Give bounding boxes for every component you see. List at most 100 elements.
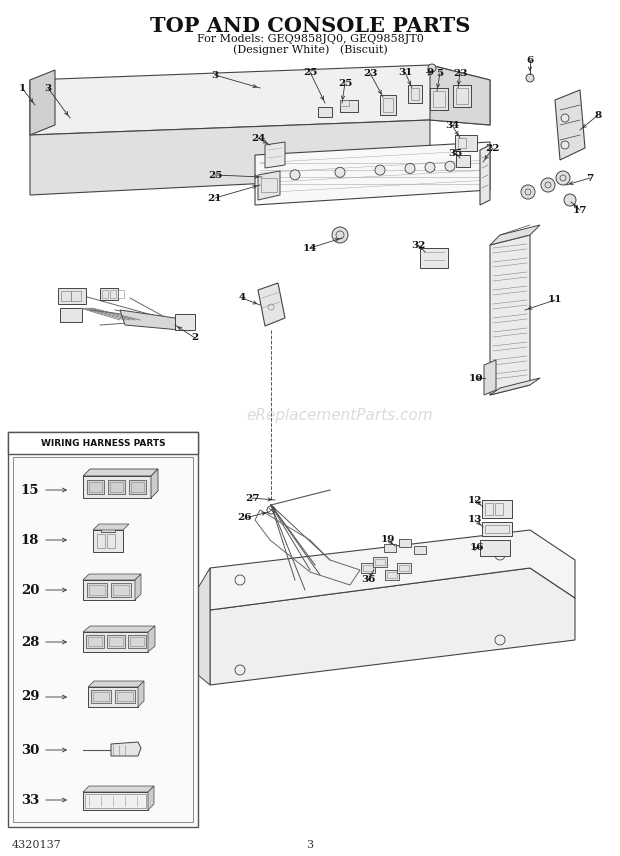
Polygon shape <box>265 142 285 168</box>
Text: 9: 9 <box>427 68 433 76</box>
Text: 8: 8 <box>595 110 601 120</box>
Text: 31: 31 <box>398 68 412 76</box>
Bar <box>60 308 82 322</box>
Polygon shape <box>258 171 280 200</box>
Bar <box>97 534 105 548</box>
Text: 17: 17 <box>573 205 587 215</box>
Bar <box>131 482 144 492</box>
Text: 30: 30 <box>21 744 39 757</box>
Bar <box>107 534 115 548</box>
Bar <box>87 480 104 494</box>
Bar <box>110 290 116 298</box>
Bar <box>375 559 385 565</box>
Bar <box>83 580 135 600</box>
Text: 14: 14 <box>303 243 317 253</box>
Text: 19: 19 <box>381 536 395 544</box>
Polygon shape <box>490 225 540 245</box>
Text: 5: 5 <box>436 68 443 78</box>
Polygon shape <box>111 742 141 756</box>
Bar <box>456 88 468 104</box>
Bar <box>102 290 108 298</box>
Circle shape <box>290 169 300 180</box>
Circle shape <box>556 171 570 185</box>
Polygon shape <box>210 568 575 685</box>
Text: 28: 28 <box>21 635 39 649</box>
Text: 15: 15 <box>20 484 39 496</box>
Bar <box>8 432 198 827</box>
Polygon shape <box>180 568 210 685</box>
Bar <box>93 692 109 701</box>
Circle shape <box>425 163 435 172</box>
Bar <box>384 544 396 552</box>
Text: 24: 24 <box>251 134 265 142</box>
Circle shape <box>561 141 569 149</box>
Bar <box>107 635 125 648</box>
Polygon shape <box>430 65 490 125</box>
Bar <box>115 690 135 703</box>
Text: 29: 29 <box>20 691 39 704</box>
Polygon shape <box>30 120 430 195</box>
Bar <box>118 290 124 298</box>
Bar <box>88 687 138 707</box>
Bar <box>387 572 397 578</box>
Polygon shape <box>555 90 585 160</box>
Circle shape <box>560 175 566 181</box>
Text: 3: 3 <box>45 84 51 92</box>
Bar <box>175 314 195 330</box>
Polygon shape <box>151 469 158 498</box>
Text: 26: 26 <box>237 514 252 522</box>
Polygon shape <box>83 469 158 476</box>
Circle shape <box>564 194 576 206</box>
Bar <box>261 178 277 192</box>
Text: 32: 32 <box>411 241 425 249</box>
Polygon shape <box>490 235 530 395</box>
Polygon shape <box>93 524 129 530</box>
Bar <box>482 522 512 536</box>
Bar <box>13 457 193 822</box>
Text: 3: 3 <box>211 70 219 80</box>
Text: 16: 16 <box>470 544 484 552</box>
Bar <box>83 476 151 498</box>
Polygon shape <box>120 310 180 330</box>
Text: TOP AND CONSOLE PARTS: TOP AND CONSOLE PARTS <box>150 16 470 36</box>
Bar <box>383 98 393 112</box>
Bar <box>458 138 466 148</box>
Bar <box>130 637 144 646</box>
Polygon shape <box>148 786 154 810</box>
Text: 18: 18 <box>21 533 39 546</box>
Bar <box>128 635 146 648</box>
Bar <box>110 482 123 492</box>
Bar <box>408 85 422 103</box>
Bar <box>83 792 148 810</box>
Bar <box>117 692 133 701</box>
Bar <box>83 632 148 652</box>
Bar <box>485 525 509 533</box>
Text: 4320137: 4320137 <box>12 840 62 850</box>
Polygon shape <box>480 145 490 205</box>
Bar <box>111 583 131 597</box>
Bar <box>88 637 102 646</box>
Bar <box>86 635 104 648</box>
Polygon shape <box>30 70 55 135</box>
Text: 7: 7 <box>587 174 593 182</box>
Polygon shape <box>255 142 490 205</box>
Circle shape <box>332 227 348 243</box>
Bar <box>453 85 471 107</box>
Polygon shape <box>83 786 154 792</box>
Polygon shape <box>83 574 141 580</box>
Text: 10: 10 <box>469 373 483 383</box>
Text: WIRING HARNESS PARTS: WIRING HARNESS PARTS <box>41 438 166 448</box>
Text: 35: 35 <box>448 148 462 158</box>
Bar <box>91 690 111 703</box>
Circle shape <box>405 163 415 174</box>
Text: 23: 23 <box>363 68 377 78</box>
Bar <box>109 637 123 646</box>
Text: 25: 25 <box>303 68 317 76</box>
Bar <box>58 288 86 304</box>
Bar <box>129 480 146 494</box>
Text: 27: 27 <box>245 494 259 502</box>
Bar <box>430 88 448 110</box>
Text: 12: 12 <box>467 496 482 504</box>
Bar <box>385 570 399 580</box>
Bar <box>8 432 198 454</box>
